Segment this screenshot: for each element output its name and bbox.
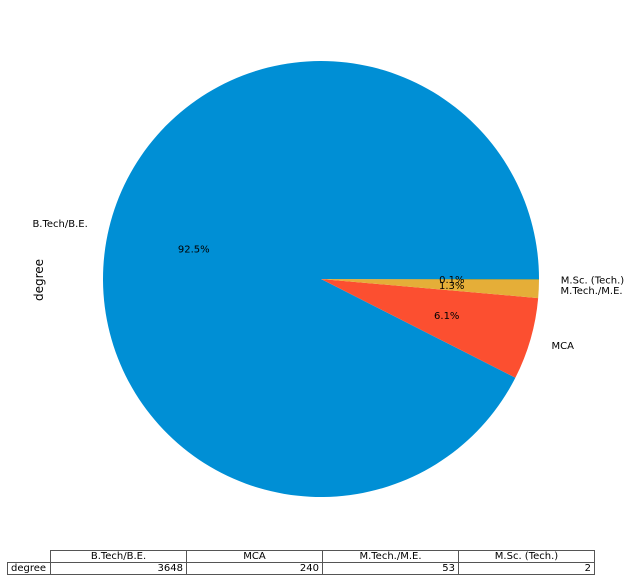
table-column-header: B.Tech/B.E. xyxy=(50,550,187,563)
slice-percent-label: 6.1% xyxy=(434,311,459,322)
pie-slice-0 xyxy=(103,61,539,498)
pie-slice-2 xyxy=(321,279,539,299)
table-cell: 3648 xyxy=(50,562,187,575)
data-table: B.Tech/B.E. MCA M.Tech./M.E. M.Sc. (Tech… xyxy=(7,550,595,575)
table-cell: 53 xyxy=(322,562,459,575)
table-header-row: B.Tech/B.E. MCA M.Tech./M.E. M.Sc. (Tech… xyxy=(8,550,595,563)
slice-category-label: B.Tech/B.E. xyxy=(32,219,87,230)
pie-chart: degree B.Tech/B.E. 92.5% MCA 6.1% M.Tech./M.… xyxy=(32,61,624,498)
slice-category-label: M.Tech./M.E. xyxy=(561,286,623,297)
pie-slice-3 xyxy=(321,279,539,280)
table-column-header: M.Tech./M.E. xyxy=(322,550,459,563)
pie-labels: B.Tech/B.E. 92.5% MCA 6.1% M.Tech./M.E. 1.3% M… xyxy=(32,219,624,352)
slice-percent-label: 0.1% xyxy=(439,275,464,286)
pie-slices xyxy=(103,61,539,498)
pie-slice-1 xyxy=(321,279,539,378)
table-column-header: MCA xyxy=(186,550,323,563)
table-corner xyxy=(8,551,51,563)
table-cell: 2 xyxy=(458,562,595,575)
table-column-header: M.Sc. (Tech.) xyxy=(458,550,595,563)
table-cell: 240 xyxy=(186,562,323,575)
table-row: degree 3648 240 53 2 xyxy=(7,562,595,575)
slice-category-label: MCA xyxy=(552,341,575,352)
slice-category-label: M.Sc. (Tech.) xyxy=(561,275,624,286)
table-row-label: degree xyxy=(7,562,51,575)
slice-percent-label: 92.5% xyxy=(178,245,210,256)
slice-percent-label: 1.3% xyxy=(439,281,464,292)
y-axis-label: degree xyxy=(32,259,46,301)
